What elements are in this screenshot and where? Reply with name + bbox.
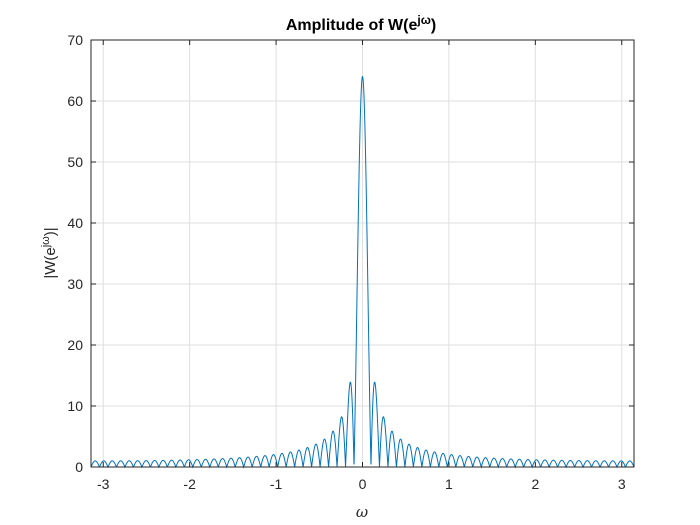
chart-title: Amplitude of W(ejω) bbox=[286, 13, 436, 34]
y-tick-label: 10 bbox=[67, 398, 83, 414]
y-tick-label: 0 bbox=[75, 459, 83, 475]
x-tick-label: -2 bbox=[183, 476, 196, 492]
y-tick-label: 60 bbox=[67, 93, 83, 109]
y-tick-label: 20 bbox=[67, 337, 83, 353]
x-tick-label: 1 bbox=[445, 476, 453, 492]
y-tick-label: 70 bbox=[67, 32, 83, 48]
y-axis-label-end: )| bbox=[42, 227, 59, 236]
y-tick-label: 30 bbox=[67, 276, 83, 292]
x-axis-label: ω bbox=[356, 503, 368, 521]
y-tick-label: 50 bbox=[67, 154, 83, 170]
series-line bbox=[90, 75, 635, 469]
y-tick-label: 40 bbox=[67, 215, 83, 231]
x-tick-label: -3 bbox=[97, 476, 110, 492]
chart-title-sup: jω bbox=[416, 13, 430, 27]
axis-ticks bbox=[91, 39, 634, 468]
x-tick-label: 0 bbox=[359, 476, 367, 492]
y-axis-label-sup: jω bbox=[40, 236, 52, 248]
x-tick-label: -1 bbox=[270, 476, 283, 492]
chart-title-base: Amplitude of W(e bbox=[286, 17, 418, 34]
y-tick-labels: 0 10 20 30 40 50 60 70 bbox=[67, 32, 83, 475]
x-tick-labels: -3 -2 -1 0 1 2 3 bbox=[97, 476, 626, 492]
x-tick-label: 2 bbox=[531, 476, 539, 492]
y-axis-label-base: |W(e bbox=[42, 247, 59, 278]
chart-title-end: ) bbox=[431, 17, 436, 34]
x-tick-label: 3 bbox=[618, 476, 626, 492]
y-axis-label: |W(ejω)| bbox=[40, 227, 59, 278]
